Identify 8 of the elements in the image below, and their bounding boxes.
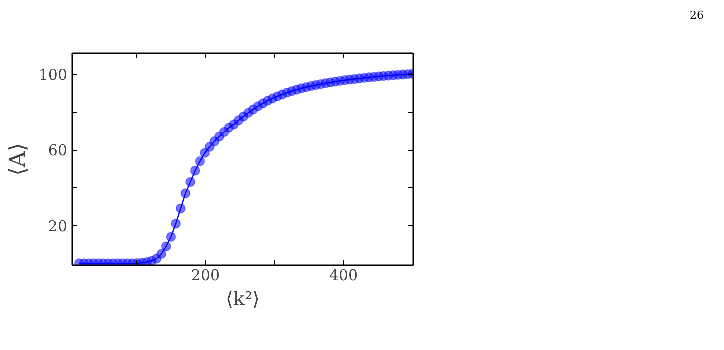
y-tick-label: 20 — [48, 217, 68, 236]
x-tick-label: 400 — [329, 266, 358, 284]
x-tick-label: 200 — [191, 266, 220, 284]
y-tick-label: 60 — [48, 142, 68, 160]
y-axis-title: ⟨A⟩ — [6, 142, 31, 176]
text: 26 — [690, 8, 704, 24]
x-axis-title: ⟨k²⟩ — [226, 288, 260, 310]
y-tick-label: 100 — [38, 66, 68, 84]
